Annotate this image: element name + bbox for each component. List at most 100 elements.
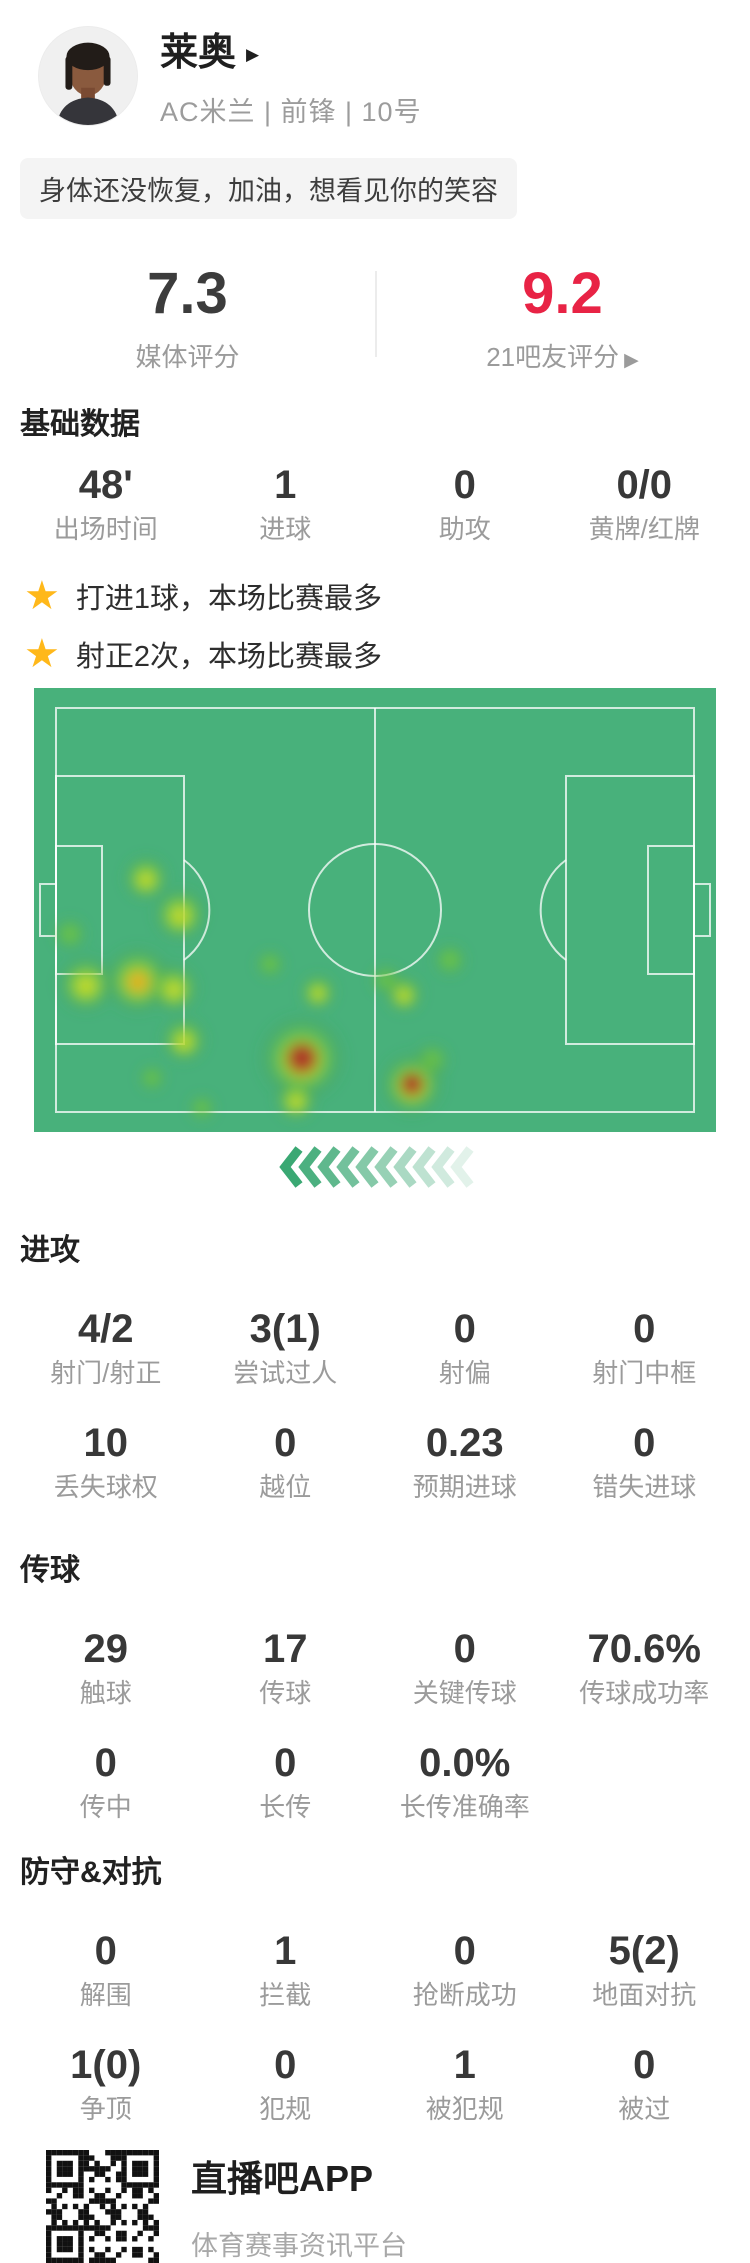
- basic-stats-row: 48' 出场时间 1 进球 0 助攻 0/0 黄牌/红牌: [0, 462, 750, 544]
- stat-cards-label: 黄牌/红牌: [588, 514, 700, 544]
- stat-missed-chances-value: 0: [633, 1421, 656, 1465]
- app-name: 直播吧APP: [191, 2158, 374, 2199]
- stat-touches-label: 触球: [79, 1678, 132, 1708]
- stat-touches-value: 29: [83, 1627, 129, 1671]
- player-quote: 身体还没恢复，加油，想看见你的笑容: [20, 158, 517, 219]
- stat-possession-lost-value: 10: [83, 1421, 129, 1465]
- chevron-left-icons: [279, 1146, 474, 1188]
- pitch-lines: [39, 707, 711, 1113]
- fans-rating-arrow-icon: ▶: [624, 350, 639, 371]
- stat-dribbled-past-value: 0: [633, 2043, 656, 2087]
- avatar-image: [39, 27, 137, 125]
- stat-clearances-value: 0: [94, 1929, 117, 1973]
- stat-shots-off: 0 射偏: [375, 1306, 555, 1388]
- stat-minutes-played: 48' 出场时间: [16, 462, 196, 544]
- stat-shots-value: 4/2: [77, 1307, 134, 1351]
- stat-aerial-duels: 1(0) 争顶: [16, 2042, 196, 2124]
- stat-assists-value: 0: [453, 463, 476, 507]
- stat-offsides: 0 越位: [196, 1420, 376, 1502]
- stat-touches: 29 触球: [16, 1626, 196, 1708]
- stat-dribbled-past-label: 被过: [618, 2094, 671, 2124]
- stat-aerial-duels-label: 争顶: [79, 2094, 132, 2124]
- section-title-defense: 防守&对抗: [20, 1856, 162, 1889]
- stat-cards-value: 0/0: [616, 463, 673, 507]
- stat-shots-off-value: 0: [453, 1307, 476, 1351]
- stat-goals-label: 进球: [259, 514, 312, 544]
- stat-minutes-played-label: 出场时间: [53, 514, 158, 544]
- player-detail-arrow-icon: ▶: [246, 45, 260, 64]
- stat-pass-accuracy-value: 70.6%: [587, 1627, 701, 1671]
- player-header: 莱奥 ▶ AC米兰 | 前锋 | 10号: [0, 26, 750, 128]
- stat-long-balls-label: 长传: [259, 1792, 312, 1822]
- stat-xg: 0.23 预期进球: [375, 1420, 555, 1502]
- fans-rating-link[interactable]: 9.2 21吧友评分 ▶: [375, 263, 750, 374]
- stat-aerial-duels-value: 1(0): [70, 2043, 142, 2087]
- defense-stats-row-1: 0 解围 1 拦截 0 抢断成功 5(2) 地面对抗: [0, 1928, 750, 2010]
- stat-interceptions: 1 拦截: [196, 1928, 376, 2010]
- stat-offsides-value: 0: [274, 1421, 297, 1465]
- stat-minutes-played-value: 48': [78, 463, 133, 507]
- attack-stats-row-2: 10 丢失球权 0 越位 0.23 预期进球 0 错失进球: [0, 1420, 750, 1502]
- stat-missed-chances-label: 错失进球: [592, 1472, 697, 1502]
- stat-long-ball-accuracy: 0.0% 长传准确率: [375, 1740, 555, 1822]
- stat-empty-cell: [555, 1740, 735, 1822]
- attack-direction-arrows: [279, 1146, 474, 1188]
- player-name-link[interactable]: 莱奥 ▶: [160, 30, 422, 76]
- section-title-attack: 进攻: [20, 1234, 80, 1267]
- fans-rating-label-text: 21吧友评分: [486, 342, 620, 372]
- stat-woodwork: 0 射门中框: [555, 1306, 735, 1388]
- stat-woodwork-value: 0: [633, 1307, 656, 1351]
- stat-tackles-won-label: 抢断成功: [412, 1980, 517, 2010]
- defense-stats-row-2: 1(0) 争顶 0 犯规 1 被犯规 0 被过: [0, 2042, 750, 2124]
- stat-ground-duels-label: 地面对抗: [592, 1980, 697, 2010]
- stat-assists: 0 助攻: [375, 462, 555, 544]
- stat-offsides-label: 越位: [259, 1472, 312, 1502]
- stat-interceptions-value: 1: [274, 1929, 297, 1973]
- pitch-heatmap: [34, 688, 716, 1132]
- stat-goals: 1 进球: [196, 462, 376, 544]
- stat-key-passes-value: 0: [453, 1627, 476, 1671]
- stat-long-balls-value: 0: [274, 1741, 297, 1785]
- stat-shots-label: 射门/射正: [50, 1358, 162, 1388]
- media-rating: 7.3 媒体评分: [0, 263, 375, 374]
- fans-rating-value: 9.2: [522, 261, 603, 326]
- stat-dribbles-label: 尝试过人: [233, 1358, 338, 1388]
- stat-woodwork-label: 射门中框: [592, 1358, 697, 1388]
- highlights: ★ 打进1球，本场比赛最多 ★ 射正2次，本场比赛最多: [0, 572, 750, 678]
- player-meta: AC米兰 | 前锋 | 10号: [160, 97, 422, 127]
- stat-dribbles-value: 3(1): [249, 1307, 321, 1351]
- stat-passes-label: 传球: [259, 1678, 312, 1708]
- stat-possession-lost: 10 丢失球权: [16, 1420, 196, 1502]
- stat-crosses-label: 传中: [79, 1792, 132, 1822]
- stat-passes: 17 传球: [196, 1626, 376, 1708]
- stat-long-ball-accuracy-value: 0.0%: [419, 1741, 511, 1785]
- stat-fouls: 0 犯规: [196, 2042, 376, 2124]
- stat-crosses-value: 0: [94, 1741, 117, 1785]
- highlight-goal: ★ 打进1球，本场比赛最多: [0, 572, 750, 620]
- stat-missed-chances: 0 错失进球: [555, 1420, 735, 1502]
- ratings-divider: [375, 271, 377, 357]
- stat-tackles-won-value: 0: [453, 1929, 476, 1973]
- stat-xg-label: 预期进球: [412, 1472, 517, 1502]
- highlight-shots-text: 射正2次，本场比赛最多: [75, 641, 382, 673]
- stat-fouled-value: 1: [453, 2043, 476, 2087]
- stat-clearances-label: 解围: [79, 1980, 132, 2010]
- passing-stats-row-2: 0 传中 0 长传 0.0% 长传准确率: [0, 1740, 750, 1822]
- player-avatar: [38, 26, 138, 126]
- app-footer: 直播吧APP 体育赛事资讯平台: [0, 2150, 750, 2263]
- stat-fouls-value: 0: [274, 2043, 297, 2087]
- heat-blobs: [53, 854, 467, 1122]
- stat-pass-accuracy: 70.6% 传球成功率: [555, 1626, 735, 1708]
- passing-stats-row-1: 29 触球 17 传球 0 关键传球 70.6% 传球成功率: [0, 1626, 750, 1708]
- section-title-passing: 传球: [20, 1554, 80, 1587]
- highlight-shots-on-target: ★ 射正2次，本场比赛最多: [0, 630, 750, 678]
- stat-goals-value: 1: [274, 463, 297, 507]
- stat-ground-duels: 5(2) 地面对抗: [555, 1928, 735, 2010]
- app-tagline: 体育赛事资讯平台: [191, 2231, 407, 2261]
- player-head-text: 莱奥 ▶ AC米兰 | 前锋 | 10号: [160, 26, 422, 129]
- stat-shots: 4/2 射门/射正: [16, 1306, 196, 1388]
- stat-possession-lost-label: 丢失球权: [53, 1472, 158, 1502]
- section-title-basic: 基础数据: [20, 408, 140, 441]
- footer-text: 直播吧APP 体育赛事资讯平台: [191, 2150, 407, 2263]
